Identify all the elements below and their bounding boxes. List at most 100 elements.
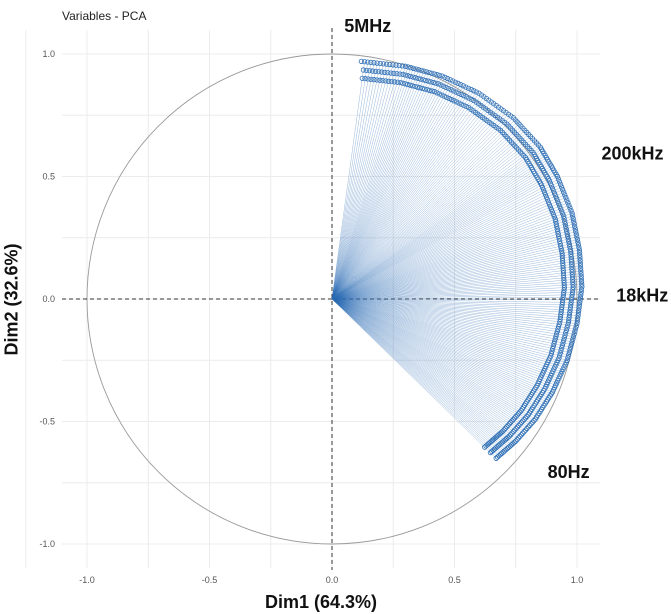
arrowhead-marker	[466, 105, 472, 111]
arrowhead-marker	[421, 68, 427, 74]
arrowhead-marker	[509, 418, 515, 424]
arrowhead-marker	[458, 82, 464, 88]
arrowhead-marker	[561, 189, 567, 195]
arrowhead-marker	[560, 258, 566, 264]
arrowhead-marker	[555, 231, 561, 237]
variable-arrow	[331, 298, 512, 445]
arrowhead-marker	[510, 428, 516, 435]
arrowhead-marker	[528, 421, 534, 427]
arrowhead-marker	[368, 59, 374, 66]
arrowhead-marker	[518, 419, 525, 426]
arrowhead-marker	[463, 94, 469, 100]
arrowhead-marker	[368, 76, 374, 82]
arrowhead-marker	[555, 324, 562, 330]
arrowhead-marker	[541, 189, 548, 195]
arrowhead-marker	[558, 184, 565, 190]
variable-arrow	[331, 298, 575, 335]
variable-arrow	[331, 202, 568, 300]
variable-arrow	[331, 276, 582, 300]
variable-arrow	[331, 298, 555, 388]
variable-arrow	[331, 291, 582, 300]
arrowhead-marker	[451, 98, 457, 104]
variable-arrow	[331, 298, 546, 404]
arrowhead-marker	[558, 311, 564, 318]
arrowhead-marker	[567, 304, 574, 311]
arrowhead-marker	[473, 89, 479, 95]
arrowhead-marker	[558, 245, 564, 252]
arrowhead-marker	[553, 221, 559, 227]
variable-arrow	[331, 298, 579, 314]
arrowhead-marker	[447, 77, 453, 83]
arrowhead-marker	[573, 229, 579, 235]
variable-arrow	[331, 298, 577, 327]
arrowhead-marker	[396, 62, 402, 69]
variable-arrow	[331, 298, 571, 348]
arrowhead-marker	[543, 194, 550, 200]
arrowhead-marker	[553, 219, 559, 225]
arrowhead-marker	[562, 221, 568, 227]
arrowhead-marker	[400, 80, 406, 86]
arrowhead-marker	[402, 72, 409, 78]
arrowhead-marker	[414, 84, 421, 90]
arrowhead-marker	[563, 327, 569, 333]
variable-arrow	[331, 298, 559, 379]
arrowhead-marker	[544, 197, 551, 203]
arrowhead-marker	[559, 253, 565, 259]
x-tick-label: 0.5	[448, 575, 461, 585]
arrowhead-marker	[416, 67, 422, 73]
arrowhead-marker	[577, 257, 583, 264]
arrowhead-marker	[433, 80, 439, 86]
variable-arrow	[331, 298, 522, 435]
arrowhead-marker	[549, 348, 555, 354]
arrowhead-marker	[511, 439, 517, 445]
arrowhead-marker	[558, 309, 564, 315]
variable-arrow	[331, 170, 554, 300]
variable-arrow	[331, 283, 582, 300]
arrowhead-marker	[397, 79, 403, 86]
variable-arrow	[331, 68, 417, 300]
arrowhead-marker	[415, 75, 421, 82]
variable-arrow	[331, 298, 536, 420]
x-axis-label: Dim1 (64.3%)	[265, 592, 378, 612]
variable-arrow	[331, 298, 580, 308]
arrowhead-marker	[576, 302, 583, 308]
arrowhead-marker	[444, 75, 451, 82]
arrowhead-marker	[571, 331, 577, 337]
variable-arrow	[331, 66, 406, 300]
arrowhead-marker	[448, 87, 454, 93]
variable-arrow	[331, 85, 464, 300]
arrowhead-marker	[449, 97, 455, 103]
arrowhead-marker	[458, 101, 464, 107]
arrowhead-marker	[445, 85, 452, 92]
variable-arrow	[331, 298, 535, 421]
arrowhead-marker	[405, 73, 411, 79]
variable-arrow	[331, 236, 577, 300]
arrowhead-marker	[545, 199, 552, 205]
arrowhead-marker	[460, 83, 466, 89]
variable-arrow	[331, 298, 553, 393]
arrowhead-marker	[552, 216, 558, 222]
arrowhead-marker	[569, 266, 575, 273]
variable-arrow	[331, 84, 461, 300]
arrowhead-marker	[436, 91, 443, 97]
arrowhead-marker	[557, 181, 564, 187]
arrowhead-marker	[578, 278, 585, 285]
arrowhead-marker	[551, 341, 557, 347]
arrowhead-marker	[579, 284, 585, 290]
variable-arrow	[331, 228, 576, 300]
arrowhead-marker	[566, 317, 572, 323]
arrowhead-marker	[458, 91, 464, 98]
arrowhead-marker	[521, 429, 527, 435]
variable-arrow	[331, 62, 372, 300]
variable-arrow	[331, 297, 581, 300]
variable-arrow	[331, 298, 497, 459]
arrowhead-marker	[463, 103, 469, 110]
arrowhead-marker	[569, 339, 575, 345]
variable-arrow	[331, 298, 561, 375]
arrowhead-marker	[574, 320, 580, 327]
arrowhead-marker	[578, 265, 584, 271]
arrowhead-marker	[397, 71, 403, 77]
arrowhead-marker	[554, 195, 560, 202]
variable-arrow	[331, 273, 582, 300]
